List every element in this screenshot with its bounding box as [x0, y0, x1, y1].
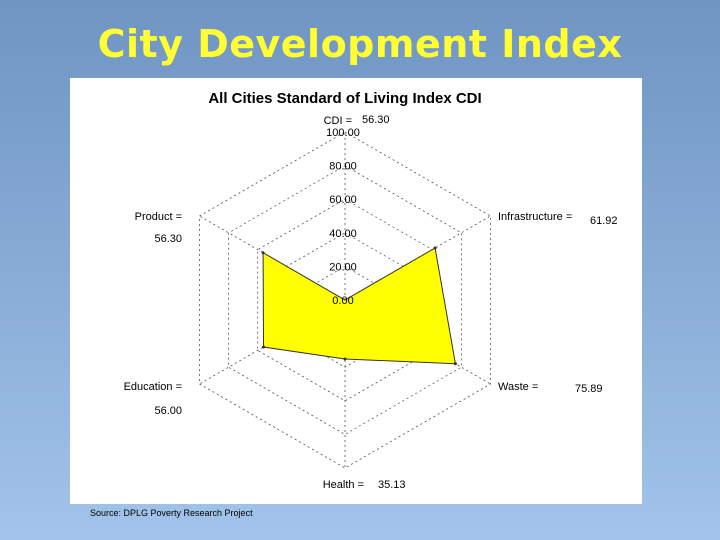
axis-name-4: Product = [135, 211, 182, 223]
tick-label: 100.00 [326, 127, 360, 139]
chart-panel: All Cities Standard of Living Index CDI … [70, 78, 642, 504]
axis-value-2: 35.13 [378, 479, 406, 491]
axis-value-0: 61.92 [590, 215, 618, 227]
slide-title: City Development Index [97, 22, 623, 66]
data-point-4 [261, 251, 265, 255]
axis-name-2: Health = [323, 479, 364, 491]
grid-ring [199, 131, 491, 469]
radial-tick-labels: 100.00 80.00 60.00 40.00 20.00 0.00 [326, 127, 360, 307]
axis-value-1: 75.89 [575, 383, 603, 395]
axis-name-1: Waste = [498, 381, 538, 393]
tick-label: 20.00 [329, 261, 357, 273]
source-note: Source: DPLG Poverty Research Project [90, 508, 253, 518]
tick-label: 80.00 [329, 161, 357, 173]
cdi-value: 56.30 [362, 114, 390, 126]
data-point-1 [453, 362, 457, 366]
axis-value-3: 56.00 [154, 405, 182, 417]
grid-spoke [199, 215, 346, 301]
grid-ring [228, 165, 462, 435]
radar-data [261, 246, 457, 366]
tick-label: 40.00 [329, 228, 357, 240]
grid-spoke [199, 299, 346, 385]
tick-label: 60.00 [329, 194, 357, 206]
chart-title: All Cities Standard of Living Index CDI [208, 90, 481, 107]
radar-chart: All Cities Standard of Living Index CDI … [124, 90, 618, 491]
axis-name-0: Infrastructure = [498, 211, 572, 223]
grid-spoke [344, 215, 491, 301]
data-point-0 [433, 246, 437, 250]
tick-label: 0.00 [332, 295, 353, 307]
data-area [262, 247, 457, 365]
axis-name-3: Education = [124, 381, 182, 393]
axis-value-4: 56.30 [154, 233, 182, 245]
grid-spoke [344, 299, 491, 385]
data-point-3 [262, 345, 266, 349]
cdi-label: CDI = [324, 115, 352, 127]
axis-labels: Infrastructure = 61.92 Waste = 75.89 Health … [124, 211, 618, 491]
data-point-2 [343, 357, 347, 361]
